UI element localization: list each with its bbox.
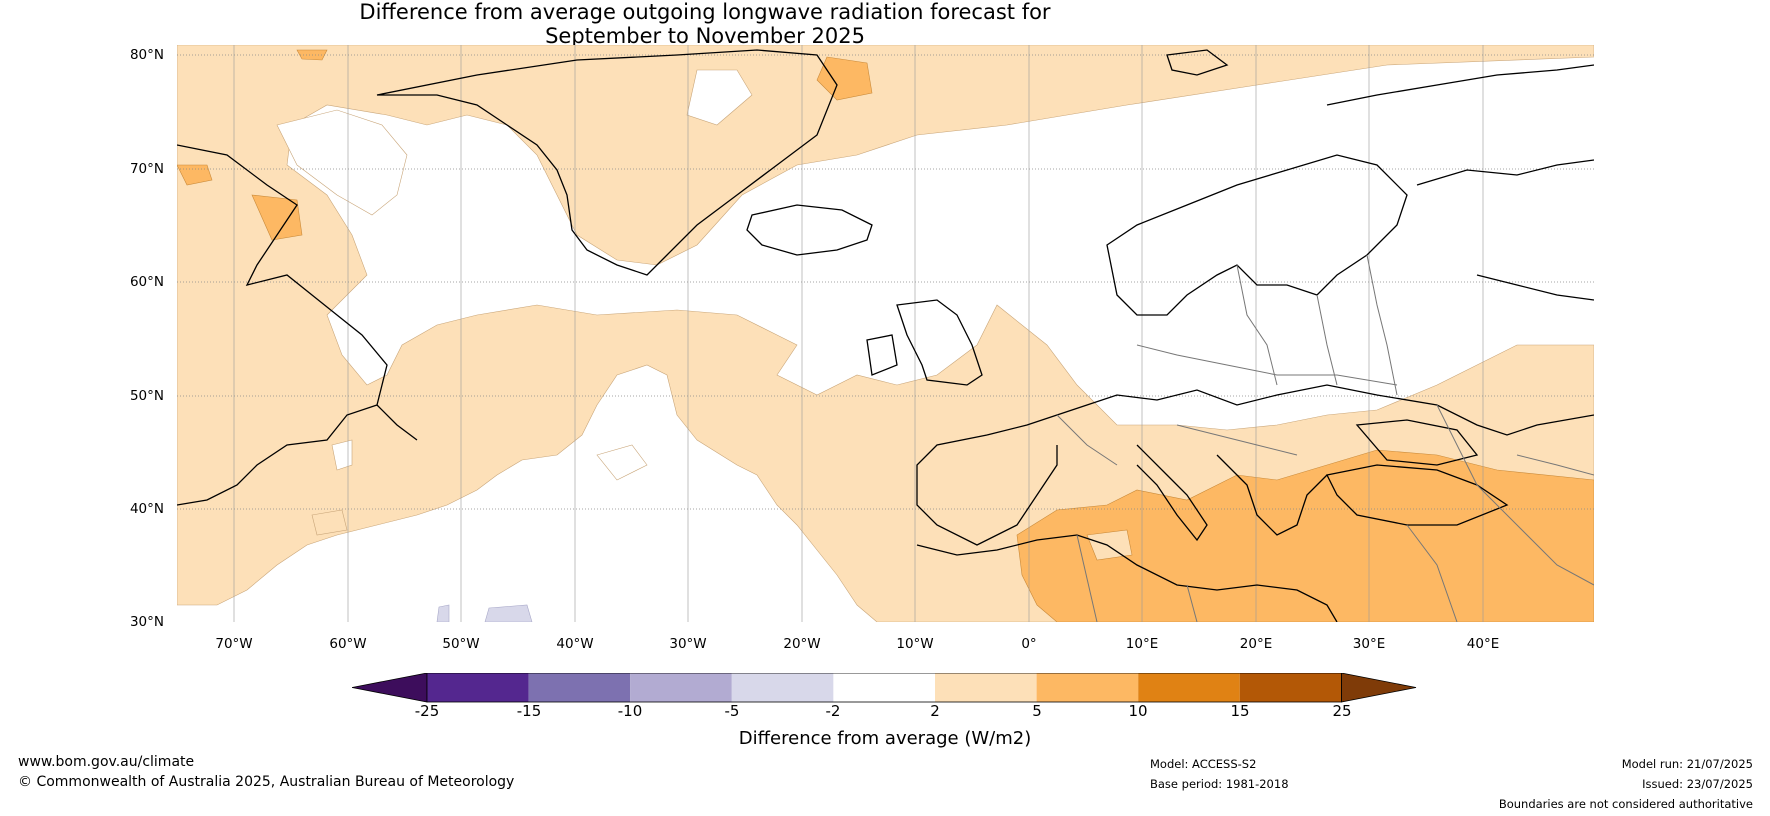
lat-gridlines <box>177 54 1594 510</box>
lon-label-0: 0° <box>1021 636 1037 652</box>
lon-label-40e: 40°E <box>1466 636 1500 652</box>
lat-label-70n: 70°N <box>129 161 164 177</box>
chart-title: Difference from average outgoing longwav… <box>0 0 1410 48</box>
lat-label-50n: 50°N <box>129 388 164 404</box>
cbar-tick-2: 2 <box>930 702 940 720</box>
lat-label-60n: 60°N <box>129 274 164 290</box>
lon-label-30e: 30°E <box>1352 636 1386 652</box>
colorbar-outline <box>426 673 1342 703</box>
lon-label-30w: 30°W <box>669 636 707 652</box>
title-line-1: Difference from average outgoing longwav… <box>359 0 1051 24</box>
colorbar-segment-6 <box>935 673 1037 702</box>
lon-label-60w: 60°W <box>329 636 367 652</box>
cbar-tick-5: 5 <box>1032 702 1042 720</box>
lon-gridlines <box>233 45 1484 622</box>
lon-label-70w: 70°W <box>215 636 253 652</box>
cbar-tick-m2: -2 <box>825 702 841 720</box>
footer-base-period: Base period: 1981-2018 <box>1150 777 1289 791</box>
lat-label-40n: 40°N <box>129 501 164 517</box>
footer-model: Model: ACCESS-S2 <box>1150 757 1257 771</box>
title-line-2: September to November 2025 <box>545 24 865 48</box>
cbar-tick-15: 15 <box>1230 702 1250 720</box>
colorbar-segment-3 <box>630 673 732 702</box>
colorbar-segment-5 <box>833 673 935 702</box>
colorbar-segment-8 <box>1138 673 1240 702</box>
lon-label-20e: 20°E <box>1239 636 1273 652</box>
footer-issued: Issued: 23/07/2025 <box>1642 777 1753 791</box>
lon-label-40w: 40°W <box>556 636 594 652</box>
cbar-tick-m5: -5 <box>724 702 740 720</box>
lat-label-80n: 80°N <box>129 47 164 63</box>
borders <box>1056 254 1594 622</box>
cbar-tick-m25: -25 <box>414 702 440 720</box>
footer-url[interactable]: www.bom.gov.au/climate <box>18 754 195 770</box>
lon-label-10e: 10°E <box>1125 636 1159 652</box>
cbar-tick-m10: -10 <box>617 702 643 720</box>
map-panel <box>177 45 1594 622</box>
colorbar-title: Difference from average (W/m2) <box>738 728 1032 749</box>
anomaly-neg-fields <box>436 604 533 622</box>
lon-label-50w: 50°W <box>442 636 480 652</box>
footer-copyright: © Commonwealth of Australia 2025, Austra… <box>18 774 515 790</box>
cbar-tick-25: 25 <box>1332 702 1352 720</box>
lon-label-10w: 10°W <box>896 636 934 652</box>
cbar-tick-m15: -15 <box>516 702 542 720</box>
colorbar-segment-1 <box>427 673 529 702</box>
cbar-tick-10: 10 <box>1128 702 1148 720</box>
anomaly-5-10-fields <box>177 49 1594 622</box>
lat-label-30n: 30°N <box>129 614 164 630</box>
footer-model-run: Model run: 21/07/2025 <box>1621 757 1753 771</box>
footer-disclaimer: Boundaries are not considered authoritat… <box>1498 797 1753 811</box>
colorbar <box>352 673 1417 703</box>
map-canvas <box>177 45 1594 622</box>
colorbar-segment-above-max <box>1341 673 1417 703</box>
colorbar-segment-7 <box>1036 673 1139 702</box>
colorbar-segment-4 <box>731 673 834 702</box>
lon-label-20w: 20°W <box>783 636 821 652</box>
coastlines <box>177 49 1594 622</box>
colorbar-segment-2 <box>528 673 631 702</box>
colorbar-segment-9 <box>1239 673 1342 702</box>
colorbar-segment-below-min <box>352 673 428 703</box>
